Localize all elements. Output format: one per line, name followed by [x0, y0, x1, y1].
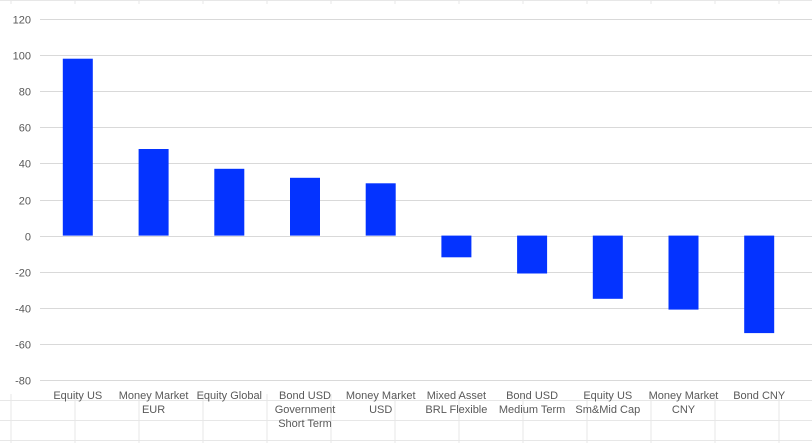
y-tick-label: -80 [15, 376, 31, 388]
bars [62, 58, 775, 334]
y-tick-label: -60 [15, 340, 31, 352]
y-tick-label: -40 [15, 304, 31, 316]
x-category-label: Equity US [53, 390, 102, 402]
x-category-label-line: Money Market [119, 390, 189, 402]
x-category-label-line: Bond CNY [733, 390, 786, 402]
x-category-label-line: Equity US [583, 390, 632, 402]
x-category-label-line: Bond USD [279, 390, 331, 402]
x-category-label: Mixed Asset BRL Flexible [425, 390, 487, 416]
x-category-label-line: Sm&Mid Cap [575, 404, 640, 416]
x-category-label-line: Money Market [649, 390, 719, 402]
x-category-label-line: Medium Term [499, 404, 565, 416]
bar [441, 235, 472, 258]
x-category-label-line: CNY [672, 404, 696, 416]
x-category-label-line: Equity Global [197, 390, 262, 402]
x-category-label: Money Market EUR [119, 390, 189, 416]
y-tick-label: 120 [13, 15, 31, 27]
y-tick-label: 0 [25, 232, 31, 244]
x-category-label: Bond USD Medium Term [499, 390, 565, 416]
x-category-label-line: EUR [142, 404, 165, 416]
plot-background [0, 4, 812, 394]
bar [138, 149, 169, 236]
y-tick-label: 60 [19, 123, 31, 135]
bar [62, 58, 93, 236]
bar [214, 168, 245, 236]
x-category-label-line: Mixed Asset [427, 390, 486, 402]
bar [290, 177, 320, 236]
x-axis: Equity US Money Market EUR Equity Global Bon… [53, 390, 786, 430]
y-tick-label: 100 [13, 51, 31, 63]
bar [517, 235, 548, 274]
x-category-label: Bond USD Government Short Term [275, 390, 336, 430]
x-category-label: Bond CNY [733, 390, 786, 402]
x-category-label: Equity US Sm&Mid Cap [575, 390, 640, 416]
x-category-label: Money Market CNY [649, 390, 719, 416]
bar [744, 235, 775, 334]
bar [592, 235, 623, 299]
y-tick-label: 80 [19, 87, 31, 99]
bar [668, 235, 699, 310]
x-category-label: Money Market USD [346, 390, 416, 416]
x-category-label-line: USD [369, 404, 392, 416]
y-tick-label: -20 [15, 268, 31, 280]
x-category-label-line: Government [275, 404, 336, 416]
y-tick-label: 40 [19, 159, 31, 171]
x-category-label-line: BRL Flexible [425, 404, 487, 416]
y-tick-label: 20 [19, 196, 31, 208]
x-category-label-line: Equity US [53, 390, 102, 402]
x-category-label-line: Short Term [278, 418, 332, 430]
x-category-label: Equity Global [197, 390, 262, 402]
x-category-label-line: Money Market [346, 390, 416, 402]
y-axis: 120 100 80 60 40 20 0 -20 -40 -60 -80 [13, 15, 31, 388]
x-category-label-line: Bond USD [506, 390, 558, 402]
bar [365, 183, 396, 236]
